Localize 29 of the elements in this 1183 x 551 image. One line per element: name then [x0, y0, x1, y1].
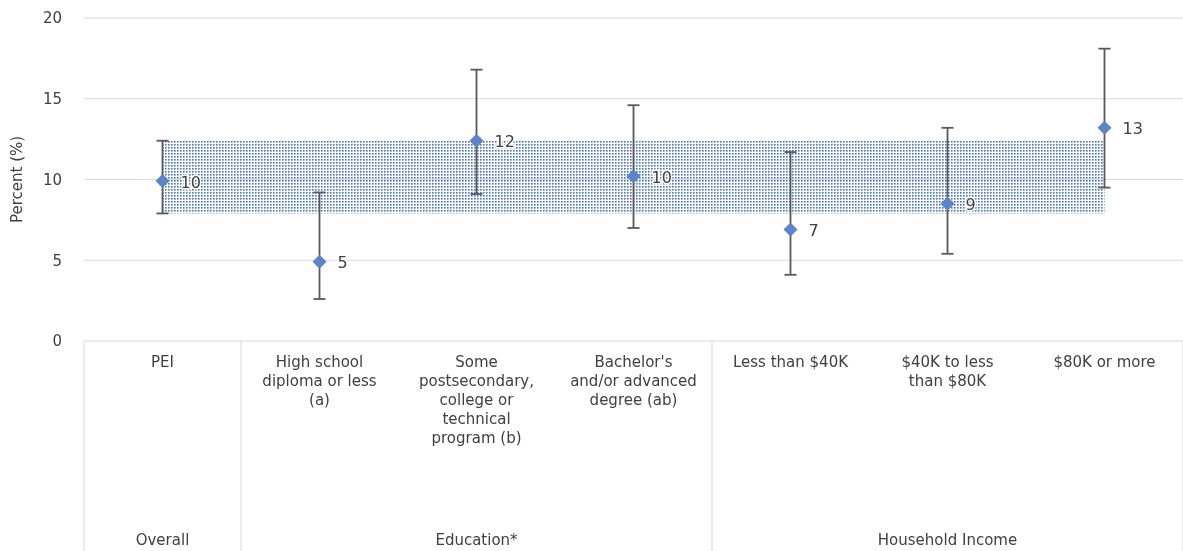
data-label: 7: [808, 220, 819, 240]
x-tick-label: $80K or more: [1053, 353, 1156, 371]
y-tick-label: 0: [52, 332, 62, 351]
text: Household Income: [877, 531, 1018, 549]
data-label: 10: [180, 172, 201, 192]
x-tick-label: Bachelor's and/or advanced degree (ab): [570, 353, 697, 409]
point: [469, 133, 484, 148]
x-tick-label: $40K to less than $80K: [901, 353, 994, 390]
x-tick-label: High school diploma or less (a): [262, 353, 377, 409]
data-label: 13: [1122, 119, 1143, 139]
y-tick-label: 15: [42, 90, 62, 108]
x-tick-label: Some postsecondary, college or technical program (b): [419, 353, 534, 447]
data-label: 5: [337, 253, 348, 273]
data-label: 9: [965, 195, 976, 215]
x-tick-label: Less than $40K: [732, 353, 850, 371]
point: [1097, 120, 1112, 135]
point: [312, 254, 327, 269]
x-tick-label: PEI: [151, 353, 174, 371]
y-tick-label: 10: [42, 170, 62, 189]
point: [626, 169, 641, 184]
data-label: 10: [651, 167, 672, 187]
y-axis-title: Percent (%): [8, 135, 26, 224]
text: Overall: [135, 531, 190, 549]
point: [155, 174, 170, 189]
point: [940, 196, 955, 211]
y-tick-label: 20: [42, 9, 62, 28]
y-tick-label: 5: [52, 251, 62, 270]
text: Education*: [435, 531, 519, 549]
point: [783, 222, 798, 237]
